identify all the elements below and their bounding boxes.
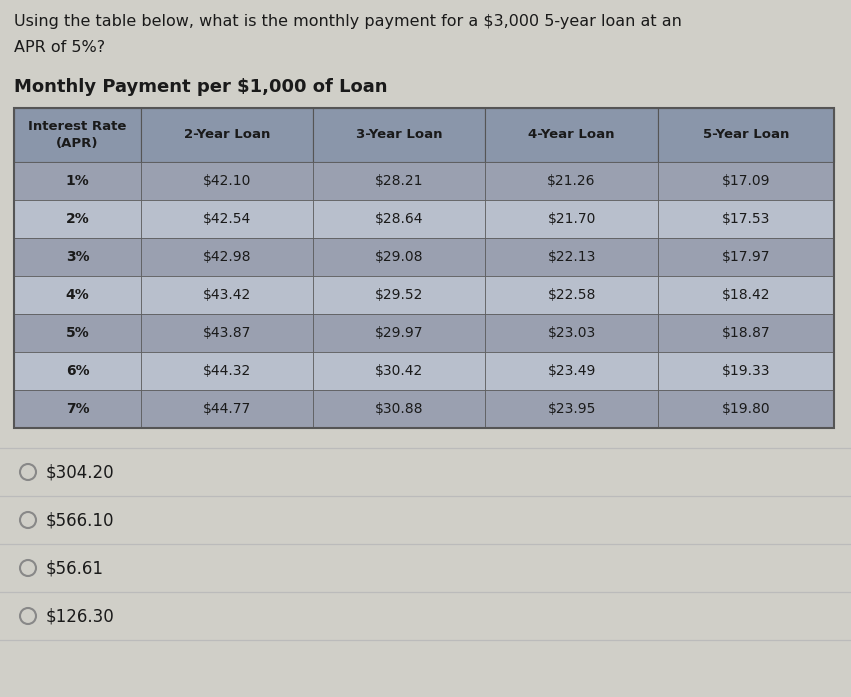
Text: (APR): (APR) [56, 137, 99, 149]
Bar [141, 238, 313, 276]
Text: $21.70: $21.70 [547, 212, 596, 226]
Bar [658, 390, 834, 428]
Bar [658, 314, 834, 352]
Bar [313, 352, 486, 390]
Text: $23.49: $23.49 [547, 364, 596, 378]
Bar [486, 276, 658, 314]
Bar [313, 238, 486, 276]
Text: $29.08: $29.08 [375, 250, 424, 264]
Text: $19.33: $19.33 [722, 364, 770, 378]
Bar [658, 162, 834, 200]
Text: $566.10: $566.10 [46, 511, 115, 529]
Bar [141, 108, 313, 162]
Bar [14, 390, 141, 428]
Text: $42.10: $42.10 [203, 174, 251, 188]
Text: $29.97: $29.97 [375, 326, 424, 340]
Text: $28.21: $28.21 [375, 174, 424, 188]
Bar [313, 276, 486, 314]
Text: Monthly Payment per $1,000 of Loan: Monthly Payment per $1,000 of Loan [14, 78, 387, 96]
Bar [14, 108, 141, 162]
Text: $30.42: $30.42 [375, 364, 424, 378]
Text: $18.87: $18.87 [722, 326, 770, 340]
Bar [658, 200, 834, 238]
Bar [141, 390, 313, 428]
Bar [14, 162, 141, 200]
Text: $44.32: $44.32 [203, 364, 251, 378]
Text: $23.95: $23.95 [547, 402, 596, 416]
Bar [313, 314, 486, 352]
Bar [141, 314, 313, 352]
Bar [486, 108, 658, 162]
Text: $23.03: $23.03 [547, 326, 596, 340]
Text: $30.88: $30.88 [375, 402, 424, 416]
Text: $56.61: $56.61 [46, 559, 104, 577]
Bar [313, 108, 486, 162]
Text: $44.77: $44.77 [203, 402, 251, 416]
Bar [141, 276, 313, 314]
Bar [486, 162, 658, 200]
Text: $22.58: $22.58 [547, 288, 596, 302]
Text: 6%: 6% [66, 364, 89, 378]
Text: $42.98: $42.98 [203, 250, 251, 264]
Text: 5%: 5% [66, 326, 89, 340]
Bar [14, 276, 141, 314]
Text: $42.54: $42.54 [203, 212, 251, 226]
Text: $22.13: $22.13 [547, 250, 596, 264]
Text: $304.20: $304.20 [46, 463, 115, 481]
Bar [486, 314, 658, 352]
Bar [141, 200, 313, 238]
Text: $43.87: $43.87 [203, 326, 251, 340]
Text: 7%: 7% [66, 402, 89, 416]
Bar [658, 108, 834, 162]
Text: $19.80: $19.80 [722, 402, 770, 416]
Text: Using the table below, what is the monthly payment for a $3,000 5-year loan at a: Using the table below, what is the month… [14, 14, 682, 29]
Bar [14, 314, 141, 352]
Bar [313, 390, 486, 428]
Bar [658, 238, 834, 276]
Bar [313, 162, 486, 200]
Bar [486, 200, 658, 238]
Bar [486, 352, 658, 390]
Bar [658, 352, 834, 390]
Text: Interest Rate: Interest Rate [28, 121, 127, 134]
Bar [14, 108, 834, 428]
Bar [658, 276, 834, 314]
Text: 3%: 3% [66, 250, 89, 264]
Text: 3-Year Loan: 3-Year Loan [357, 128, 443, 141]
Text: 5-Year Loan: 5-Year Loan [703, 128, 789, 141]
Text: 2%: 2% [66, 212, 89, 226]
Text: 4-Year Loan: 4-Year Loan [528, 128, 615, 141]
Text: $28.64: $28.64 [375, 212, 424, 226]
Text: 4%: 4% [66, 288, 89, 302]
Text: $17.09: $17.09 [722, 174, 770, 188]
Bar [486, 390, 658, 428]
Bar [141, 162, 313, 200]
Text: 2-Year Loan: 2-Year Loan [184, 128, 271, 141]
Text: $21.26: $21.26 [547, 174, 596, 188]
Text: $126.30: $126.30 [46, 607, 115, 625]
Bar [14, 352, 141, 390]
Bar [141, 352, 313, 390]
Bar [313, 200, 486, 238]
Text: 1%: 1% [66, 174, 89, 188]
Text: $17.53: $17.53 [722, 212, 770, 226]
Text: $18.42: $18.42 [722, 288, 770, 302]
Text: $43.42: $43.42 [203, 288, 251, 302]
Text: $29.52: $29.52 [375, 288, 424, 302]
Bar [14, 200, 141, 238]
Text: APR of 5%?: APR of 5%? [14, 40, 106, 55]
Bar [486, 238, 658, 276]
Text: $17.97: $17.97 [722, 250, 770, 264]
Bar [14, 238, 141, 276]
